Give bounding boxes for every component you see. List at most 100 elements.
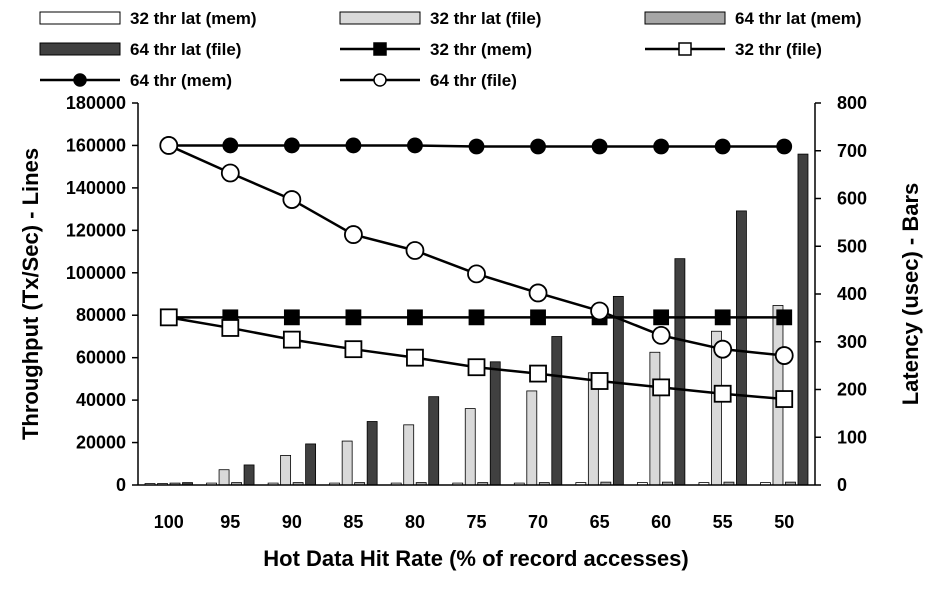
left-tick-label-180000: 180000	[66, 93, 126, 113]
point-64-thr-mem-70	[530, 138, 546, 155]
bar-64-thr-lat-file-50	[797, 153, 809, 486]
point-64-thr-file-65	[590, 301, 609, 321]
throughput-lines	[159, 136, 794, 408]
point-32-thr-mem-80	[407, 309, 423, 326]
point-64-thr-mem-60	[653, 138, 670, 155]
right-tick-label-500: 500	[837, 236, 867, 256]
bar-32-thr-lat-file-85	[341, 440, 353, 486]
right-axis-ticks: 0 100 200 300 400 500 600 700 800	[815, 93, 867, 495]
point-64-thr-file-95	[220, 163, 240, 183]
bar-64-thr-lat-file-55	[736, 210, 747, 486]
bar-64-thr-lat-file-80	[428, 396, 440, 486]
bar-64-thr-lat-file-70	[551, 336, 563, 486]
x-tick-label-55: 55	[713, 512, 733, 532]
point-64-thr-file-60	[651, 325, 671, 345]
legend-64-thr-lat-mem-swatch	[644, 11, 726, 25]
point-32-thr-file-100	[159, 308, 178, 327]
point-64-thr-mem-80	[407, 137, 423, 154]
line-32-thr-file	[168, 316, 785, 401]
point-64-thr-file-70	[528, 283, 548, 303]
x-tick-label-85: 85	[343, 512, 363, 532]
legend-64-thr-lat-file-swatch	[39, 42, 121, 56]
point-64-thr-file-90	[282, 190, 302, 209]
right-tick-label-800: 800	[837, 93, 867, 113]
point-32-thr-mem-70	[530, 309, 546, 326]
legend-32-thr-lat-file-swatch	[339, 11, 421, 25]
x-tick-label-90: 90	[282, 512, 302, 532]
legend-32-thr-lat-mem-swatch	[39, 11, 121, 25]
left-axis-title: Throughput (Tx/Sec) - Lines	[18, 148, 43, 440]
point-64-thr-mem-90	[283, 137, 300, 154]
point-32-thr-mem-55	[714, 309, 731, 326]
point-64-thr-file-80	[405, 241, 425, 260]
point-64-thr-mem-50	[776, 138, 793, 155]
point-32-thr-file-75	[467, 358, 486, 377]
right-tick-label-700: 700	[837, 141, 867, 161]
bar-64-thr-lat-file-75	[489, 361, 501, 486]
legend-32-thr-lat-file-label: 32 thr lat (file)	[430, 9, 541, 28]
left-axis-ticks: 0 20000 40000 60000 80000 100000 120000 140000 1…	[66, 93, 138, 495]
point-32-thr-mem-60	[653, 309, 670, 326]
left-tick-label-40000: 40000	[76, 390, 126, 410]
legend-64-thr-lat-file-label: 64 thr lat (file)	[130, 40, 241, 59]
point-32-thr-mem-50	[776, 309, 793, 326]
point-32-thr-mem-90	[283, 309, 300, 326]
point-64-thr-file-100	[159, 136, 179, 155]
legend-64-thr-mem-label: 64 thr (mem)	[130, 71, 232, 90]
legend-32-thr-mem-label: 32 thr (mem)	[430, 40, 532, 59]
point-64-thr-mem-85	[345, 137, 362, 154]
point-64-thr-mem-55	[714, 138, 731, 155]
bar-32-thr-lat-file-90	[280, 454, 292, 486]
right-axis-title: Latency (usec) - Bars	[898, 183, 923, 406]
point-32-thr-file-55	[713, 384, 732, 403]
bar-32-thr-lat-file-60	[649, 351, 661, 486]
legend-32-thr-lat-mem-label: 32 thr lat (mem)	[130, 9, 257, 28]
bar-64-thr-lat-file-60	[674, 258, 686, 486]
point-64-thr-file-55	[713, 339, 733, 359]
left-tick-label-60000: 60000	[76, 348, 126, 368]
legend-64-thr-mem-marker	[73, 73, 87, 87]
point-32-thr-mem-85	[345, 309, 362, 326]
point-64-thr-file-85	[344, 225, 363, 244]
bar-32-thr-lat-file-95	[218, 469, 230, 486]
point-32-thr-file-50	[775, 390, 794, 408]
left-tick-label-80000: 80000	[76, 305, 126, 325]
point-64-thr-mem-95	[222, 137, 239, 154]
left-tick-label-160000: 160000	[66, 135, 126, 155]
point-32-thr-file-60	[652, 378, 671, 397]
point-64-thr-file-50	[774, 346, 794, 365]
bar-32-thr-lat-file-80	[403, 424, 415, 486]
right-tick-label-300: 300	[837, 332, 867, 352]
right-tick-label-100: 100	[837, 427, 867, 447]
legend: 32 thr lat (mem) 32 thr lat (file) 64 thr …	[39, 9, 862, 90]
legend-32-thr-file-label: 32 thr (file)	[735, 40, 822, 59]
left-tick-label-140000: 140000	[66, 178, 126, 198]
legend-64-thr-file-marker	[373, 73, 387, 87]
right-tick-label-200: 200	[837, 380, 867, 400]
bar-64-thr-lat-file-65	[612, 295, 624, 486]
point-32-thr-file-80	[406, 348, 424, 367]
left-tick-label-20000: 20000	[76, 433, 126, 453]
legend-32-thr-file-marker	[678, 42, 692, 56]
x-axis-title: Hot Data Hit Rate (% of record accesses)	[263, 546, 688, 571]
x-axis-ticks: 100 95 90 85 80 75 70 65 60 55 50	[154, 512, 794, 532]
point-32-thr-file-90	[282, 330, 301, 349]
x-tick-label-65: 65	[590, 512, 610, 532]
left-tick-label-100000: 100000	[66, 263, 126, 283]
x-tick-label-75: 75	[466, 512, 486, 532]
x-tick-label-70: 70	[528, 512, 548, 532]
bar-64-thr-lat-file-95	[243, 464, 255, 486]
x-tick-label-80: 80	[405, 512, 425, 532]
x-tick-label-100: 100	[154, 512, 184, 532]
right-tick-label-400: 400	[837, 284, 867, 304]
x-tick-label-50: 50	[774, 512, 794, 532]
legend-64-thr-file-label: 64 thr (file)	[430, 71, 517, 90]
left-tick-label-0: 0	[116, 475, 126, 495]
point-32-thr-file-95	[221, 319, 240, 337]
bar-32-thr-lat-file-70	[526, 390, 538, 486]
bar-64-thr-lat-file-85	[366, 421, 378, 486]
bar-64-thr-lat-file-90	[305, 443, 317, 486]
point-32-thr-mem-75	[468, 309, 485, 326]
x-tick-label-60: 60	[651, 512, 671, 532]
